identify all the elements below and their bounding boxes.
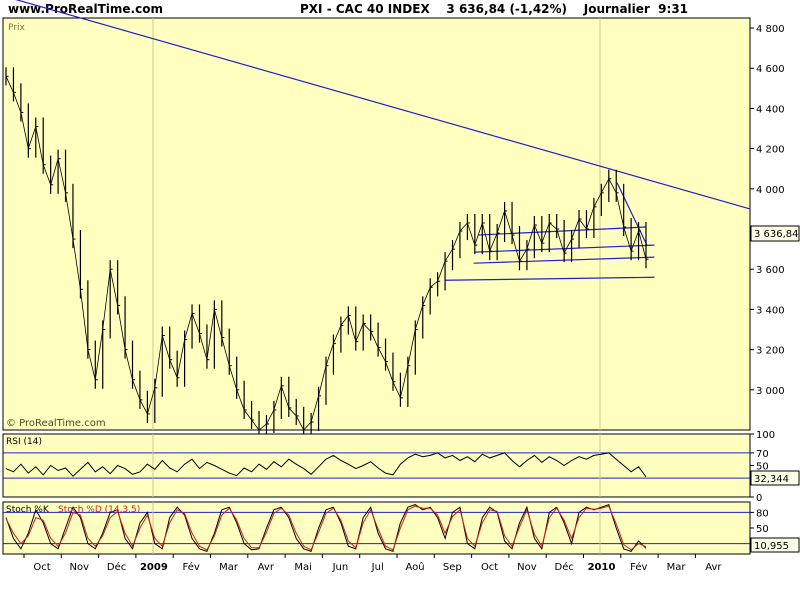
- price-grid: [152, 18, 601, 430]
- price-last-value-marker: 3 636,84: [750, 225, 800, 242]
- trendline: [445, 276, 655, 281]
- xtick-label: 2010: [588, 562, 616, 573]
- xtick-label: Avr: [258, 562, 275, 573]
- rsi-panel: [2, 433, 751, 498]
- site-name: www.ProRealTime.com: [8, 2, 163, 16]
- stoch-last-value: 10,955: [754, 541, 789, 552]
- indicator-line: [5, 503, 647, 553]
- ytick-label: 50: [756, 462, 769, 473]
- stoch-last-value-marker: 10,955: [750, 537, 800, 553]
- rsi-series: [5, 452, 647, 478]
- indicator-line: [5, 452, 647, 478]
- price-ytick-label: 3 000: [756, 386, 785, 397]
- ytick-label: 50: [756, 524, 769, 535]
- trendline: [15, 0, 751, 210]
- stoch-k-label: Stoch %K: [6, 505, 50, 515]
- trendline: [475, 244, 655, 253]
- xtick-label: Fév: [630, 561, 647, 573]
- price-ytick-label: 3 400: [756, 305, 785, 316]
- price-ytick-label: 3 200: [756, 346, 785, 357]
- xtick-label: Déc: [555, 561, 574, 573]
- ytick-label: 100: [756, 430, 775, 441]
- xtick-label: Oct: [481, 562, 498, 573]
- xtick-label: Déc: [107, 561, 126, 573]
- xtick-label: Avr: [705, 562, 722, 573]
- watermark: © ProRealTime.com: [6, 418, 106, 429]
- price-panel: [2, 17, 751, 431]
- price-line: [5, 76, 647, 431]
- stoch-grid: [3, 502, 750, 554]
- xtick-label: Mai: [294, 562, 312, 573]
- xtick-label: Jul: [371, 562, 384, 573]
- xtick-label: Fév: [183, 561, 200, 573]
- ytick-label: 0: [756, 493, 762, 504]
- xtick-label: Mar: [667, 562, 687, 573]
- stoch-d-label: Stoch %D (14,3,5): [58, 505, 140, 515]
- rsi-grid: [3, 434, 750, 497]
- rsi-last-value-marker: 32,344: [750, 470, 800, 486]
- indicator-line: [5, 505, 647, 551]
- ytick-label: 70: [756, 449, 769, 460]
- price-last-value: 3 636,84: [754, 229, 799, 240]
- xtick-label: Aoû: [405, 561, 424, 573]
- price-ytick-label: 4 400: [756, 104, 785, 115]
- trendline: [478, 226, 646, 236]
- price-panel-label: Prix: [8, 23, 25, 33]
- rsi-last-value: 32,344: [754, 474, 789, 485]
- price-ytick-label: 3 600: [756, 265, 785, 276]
- xtick-label: Jun: [332, 562, 349, 573]
- price-ytick-label: 4 200: [756, 145, 785, 156]
- ytick-label: 80: [756, 508, 769, 519]
- xtick-label: Oct: [33, 562, 50, 573]
- stoch-series: [5, 503, 647, 553]
- price-ytick-label: 4 600: [756, 64, 785, 75]
- rsi-y-axis: 0305070100: [750, 430, 775, 504]
- chart-title: PXI - CAC 40 INDEX 3 636,84 (-1,42%) Jou…: [300, 2, 689, 16]
- x-axis: Oct Nov Déc 2009 Fév Mar Avr Mai Jun Jul Aoû Sep Oct…: [23, 554, 722, 573]
- trendline: [616, 182, 648, 246]
- xtick-label: Sep: [443, 562, 462, 573]
- price-series: [5, 67, 649, 440]
- rsi-panel-label: RSI (14): [6, 437, 42, 447]
- price-ytick-label: 4 000: [756, 185, 785, 196]
- xtick-label: 2009: [140, 562, 168, 573]
- price-ytick-label: 4 800: [756, 24, 785, 35]
- xtick-label: Nov: [517, 562, 537, 573]
- xtick-label: Mar: [219, 562, 239, 573]
- xtick-label: Nov: [70, 562, 90, 573]
